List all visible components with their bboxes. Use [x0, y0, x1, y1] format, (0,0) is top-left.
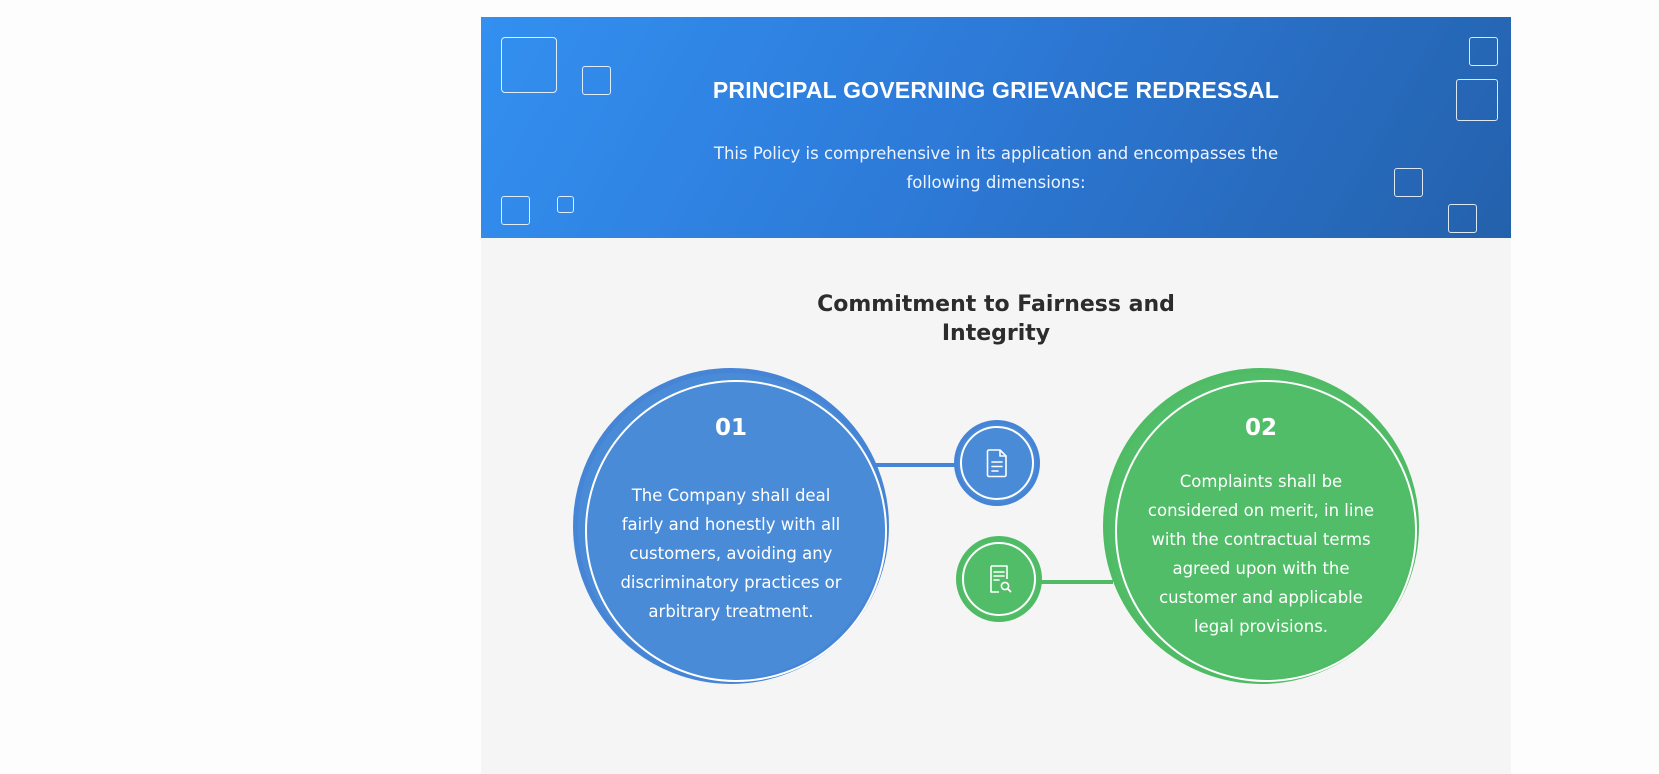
decorative-square: [1469, 37, 1498, 66]
header-banner: PRINCIPAL GOVERNING GRIEVANCE REDRESSAL …: [481, 17, 1511, 238]
decorative-square: [1456, 79, 1498, 121]
decorative-square: [501, 37, 557, 93]
section-title: Commitment to Fairness and Integrity: [817, 292, 1175, 346]
badge-ring: [960, 426, 1034, 500]
connector-line-02: [1031, 580, 1113, 584]
principle-number: 01: [714, 415, 747, 441]
principle-icon-badge-02: [956, 536, 1042, 622]
decorative-square: [1448, 204, 1477, 233]
connector-line-01: [875, 463, 967, 467]
page-title: PRINCIPAL GOVERNING GRIEVANCE REDRESSAL: [712, 77, 1280, 103]
principle-text: Complaints shall be considered on merit,…: [1147, 472, 1375, 636]
badge-ring: [962, 542, 1036, 616]
principle-card-02: 02 Complaints shall be considered on mer…: [1103, 368, 1419, 684]
policy-page: PRINCIPAL GOVERNING GRIEVANCE REDRESSAL …: [481, 17, 1511, 774]
principle-card-01: 01 The Company shall deal fairly and hon…: [573, 368, 889, 684]
document-search-icon: [990, 565, 1012, 593]
page-subtitle: This Policy is comprehensive in its appl…: [713, 144, 1279, 192]
principle-ring-02: [1115, 380, 1417, 682]
decorative-square: [501, 196, 530, 225]
principle-icon-badge-01: [954, 420, 1040, 506]
decorative-square: [557, 196, 574, 213]
decorative-square: [582, 66, 611, 95]
principle-number: 02: [1244, 415, 1277, 441]
principle-text: The Company shall deal fairly and honest…: [620, 486, 842, 621]
document-icon: [986, 449, 1007, 478]
principle-ring-01: [585, 380, 887, 682]
decorative-square: [1394, 168, 1423, 197]
